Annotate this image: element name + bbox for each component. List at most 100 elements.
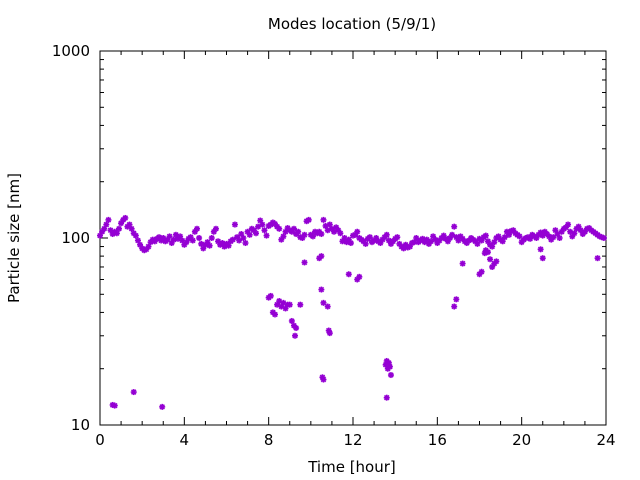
x-tick-label: 20 bbox=[512, 431, 531, 449]
data-point bbox=[111, 402, 118, 409]
data-point bbox=[236, 237, 243, 244]
x-tick-label: 8 bbox=[264, 431, 274, 449]
data-point bbox=[208, 235, 215, 241]
data-point bbox=[231, 221, 238, 228]
data-point bbox=[132, 232, 139, 239]
data-point bbox=[387, 372, 394, 379]
data-point bbox=[386, 363, 393, 370]
data-point bbox=[293, 325, 300, 332]
data-point bbox=[394, 234, 401, 241]
data-point bbox=[446, 235, 453, 241]
data-point bbox=[600, 235, 607, 241]
data-point bbox=[484, 249, 491, 256]
data-point bbox=[242, 240, 249, 247]
data-point bbox=[320, 299, 327, 306]
data-point bbox=[159, 403, 166, 410]
data-point bbox=[113, 230, 120, 237]
data-point bbox=[366, 234, 373, 241]
data-point bbox=[537, 246, 544, 253]
data-point bbox=[130, 389, 137, 396]
chart-title: Modes location (5/9/1) bbox=[268, 15, 436, 33]
data-point bbox=[383, 231, 390, 238]
data-point bbox=[539, 255, 546, 262]
data-point bbox=[345, 271, 352, 278]
data-point bbox=[290, 225, 297, 232]
data-point bbox=[487, 256, 494, 263]
data-point bbox=[356, 273, 363, 280]
data-point bbox=[189, 237, 196, 244]
data-point bbox=[318, 253, 325, 260]
data-point bbox=[333, 224, 340, 231]
data-point bbox=[309, 233, 316, 240]
data-point bbox=[295, 228, 302, 235]
data-point bbox=[440, 232, 447, 239]
data-point bbox=[288, 317, 295, 324]
tick-labels: 0 4 8 12 16 20 24 10 100 1000 bbox=[52, 42, 616, 449]
data-point bbox=[449, 231, 456, 238]
x-tick-label: 16 bbox=[428, 431, 447, 449]
data-point bbox=[347, 240, 354, 247]
data-point bbox=[122, 214, 129, 221]
data-point bbox=[594, 255, 601, 262]
data-point bbox=[383, 394, 390, 401]
x-tick-label: 4 bbox=[180, 431, 190, 449]
data-point bbox=[478, 268, 485, 275]
data-point bbox=[301, 259, 308, 266]
data-point bbox=[261, 227, 268, 234]
data-point bbox=[193, 225, 200, 232]
data-point bbox=[571, 230, 578, 237]
data-point bbox=[337, 230, 344, 237]
data-point bbox=[280, 233, 287, 240]
data-point bbox=[286, 301, 293, 308]
data-point bbox=[474, 240, 481, 247]
y-tick-label: 10 bbox=[71, 416, 90, 434]
data-point bbox=[240, 235, 247, 241]
data-points bbox=[97, 214, 607, 410]
data-point bbox=[451, 303, 458, 310]
data-point bbox=[320, 216, 327, 223]
data-point bbox=[318, 286, 325, 293]
y-axis-label: Particle size [nm] bbox=[5, 173, 23, 303]
data-point bbox=[271, 311, 278, 318]
data-point bbox=[459, 260, 466, 267]
data-point bbox=[276, 225, 283, 232]
axis-ticks bbox=[99, 51, 607, 426]
data-point bbox=[253, 230, 260, 237]
data-point bbox=[267, 292, 274, 299]
data-point bbox=[326, 330, 333, 337]
y-tick-label: 1000 bbox=[52, 42, 90, 60]
data-point bbox=[103, 221, 110, 228]
data-point bbox=[354, 228, 361, 235]
data-point bbox=[362, 240, 369, 247]
data-point bbox=[229, 236, 236, 243]
data-point bbox=[212, 225, 219, 232]
y-tick-label: 100 bbox=[61, 229, 90, 247]
data-point bbox=[550, 234, 557, 241]
data-point bbox=[320, 376, 327, 383]
x-tick-label: 12 bbox=[343, 431, 362, 449]
data-point bbox=[292, 332, 299, 339]
data-point bbox=[259, 221, 266, 228]
data-point bbox=[115, 225, 122, 232]
x-tick-label: 0 bbox=[95, 431, 105, 449]
data-point bbox=[206, 242, 213, 249]
data-point bbox=[246, 231, 253, 238]
data-point bbox=[493, 258, 500, 265]
data-point bbox=[166, 233, 173, 240]
data-point bbox=[444, 238, 451, 245]
data-point bbox=[128, 225, 135, 232]
x-axis-label: Time [hour] bbox=[307, 458, 396, 476]
data-point bbox=[501, 234, 508, 241]
data-point bbox=[318, 231, 325, 238]
data-point bbox=[482, 232, 489, 239]
data-point bbox=[305, 216, 312, 223]
data-point bbox=[451, 223, 458, 230]
data-point bbox=[556, 235, 563, 241]
data-point bbox=[105, 216, 112, 223]
data-point bbox=[263, 232, 270, 239]
data-point bbox=[516, 233, 523, 240]
data-point bbox=[196, 235, 203, 241]
data-point bbox=[297, 301, 304, 308]
data-point bbox=[453, 296, 460, 303]
